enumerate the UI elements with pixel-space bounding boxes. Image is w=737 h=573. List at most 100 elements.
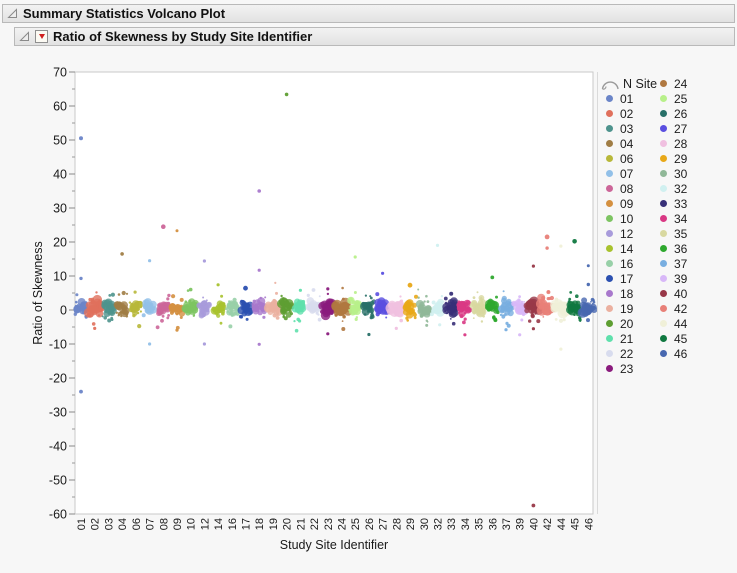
data-point[interactable] xyxy=(166,301,171,306)
data-point[interactable] xyxy=(440,295,444,298)
data-point[interactable] xyxy=(542,309,546,312)
data-point[interactable] xyxy=(437,309,442,314)
legend-item-14[interactable]: 14 xyxy=(606,241,662,256)
data-point[interactable] xyxy=(568,297,572,301)
legend-item-34[interactable]: 34 xyxy=(660,211,716,226)
data-point[interactable] xyxy=(132,313,136,318)
data-point[interactable] xyxy=(369,304,373,308)
data-point[interactable] xyxy=(307,304,310,307)
data-point[interactable] xyxy=(293,302,298,306)
outlier-point[interactable] xyxy=(559,244,563,248)
data-point[interactable] xyxy=(260,306,265,311)
data-point[interactable] xyxy=(118,311,122,316)
data-point[interactable] xyxy=(90,299,95,304)
data-point[interactable] xyxy=(352,308,357,313)
outlier-point[interactable] xyxy=(407,282,413,288)
data-point[interactable] xyxy=(264,296,267,299)
data-point[interactable] xyxy=(406,302,410,306)
data-point[interactable] xyxy=(389,310,392,313)
data-points-layer[interactable] xyxy=(73,92,598,508)
data-point[interactable] xyxy=(141,313,146,318)
data-point[interactable] xyxy=(281,306,284,309)
data-point[interactable] xyxy=(530,313,535,318)
data-point[interactable] xyxy=(125,315,129,318)
data-point[interactable] xyxy=(363,302,368,307)
outlier-point[interactable] xyxy=(586,264,590,268)
data-point[interactable] xyxy=(144,300,146,303)
data-point[interactable] xyxy=(530,311,534,314)
outlier-point[interactable] xyxy=(394,326,398,330)
data-point[interactable] xyxy=(327,305,330,308)
data-point[interactable] xyxy=(75,293,79,297)
legend-item-18[interactable]: 18 xyxy=(606,286,662,301)
data-point[interactable] xyxy=(561,308,565,313)
data-point[interactable] xyxy=(136,300,140,304)
data-point[interactable] xyxy=(544,305,547,309)
legend-item-45[interactable]: 45 xyxy=(660,331,716,346)
data-point[interactable] xyxy=(476,311,481,316)
data-point[interactable] xyxy=(272,299,277,304)
data-point[interactable] xyxy=(259,296,262,300)
data-point[interactable] xyxy=(167,314,171,317)
data-point[interactable] xyxy=(343,306,348,311)
data-point[interactable] xyxy=(151,306,156,311)
data-point[interactable] xyxy=(533,303,536,306)
data-point[interactable] xyxy=(107,311,111,314)
data-point[interactable] xyxy=(120,315,123,318)
data-point[interactable] xyxy=(482,315,485,318)
data-point[interactable] xyxy=(192,314,195,317)
data-point[interactable] xyxy=(298,319,302,323)
data-point[interactable] xyxy=(125,292,129,295)
data-point[interactable] xyxy=(463,317,467,321)
outlier-point[interactable] xyxy=(326,332,330,336)
legend-item-23[interactable]: 23 xyxy=(606,361,662,376)
data-point[interactable] xyxy=(405,316,409,320)
data-point[interactable] xyxy=(573,313,576,317)
legend-item-24[interactable]: 24 xyxy=(660,76,716,91)
data-point[interactable] xyxy=(503,313,507,317)
data-point[interactable] xyxy=(546,290,551,295)
data-point[interactable] xyxy=(393,307,397,310)
data-point[interactable] xyxy=(251,302,256,307)
legend-item-09[interactable]: 09 xyxy=(606,196,662,211)
data-point[interactable] xyxy=(569,304,573,308)
data-point[interactable] xyxy=(516,308,520,311)
outlier-point[interactable] xyxy=(188,287,193,292)
legend-item-26[interactable]: 26 xyxy=(660,106,716,121)
outlier-point[interactable] xyxy=(490,275,495,280)
data-point[interactable] xyxy=(520,300,524,304)
data-point[interactable] xyxy=(74,304,78,307)
data-point[interactable] xyxy=(155,325,160,330)
data-point[interactable] xyxy=(160,318,164,323)
data-point[interactable] xyxy=(188,299,192,303)
data-point[interactable] xyxy=(193,307,196,310)
data-point[interactable] xyxy=(97,314,101,317)
data-point[interactable] xyxy=(185,311,188,314)
data-point[interactable] xyxy=(79,308,82,311)
outlier-point[interactable] xyxy=(257,268,261,272)
data-point[interactable] xyxy=(586,318,590,323)
data-point[interactable] xyxy=(492,315,496,318)
data-point[interactable] xyxy=(592,307,595,310)
outlier-point[interactable] xyxy=(79,276,83,281)
legend-item-37[interactable]: 37 xyxy=(660,256,716,271)
data-point[interactable] xyxy=(130,302,134,306)
data-point[interactable] xyxy=(222,302,226,306)
data-point[interactable] xyxy=(425,323,429,327)
outlier-point[interactable] xyxy=(572,239,577,244)
data-point[interactable] xyxy=(514,302,517,305)
data-point[interactable] xyxy=(501,295,507,301)
data-point[interactable] xyxy=(108,305,113,310)
data-point[interactable] xyxy=(258,301,263,306)
legend-item-03[interactable]: 03 xyxy=(606,121,662,136)
data-point[interactable] xyxy=(536,319,541,324)
data-point[interactable] xyxy=(326,292,330,296)
data-point[interactable] xyxy=(419,304,424,308)
data-point[interactable] xyxy=(425,294,428,298)
data-point[interactable] xyxy=(571,306,576,310)
data-point[interactable] xyxy=(177,311,181,315)
data-point[interactable] xyxy=(542,316,545,318)
data-point[interactable] xyxy=(179,316,183,319)
data-point[interactable] xyxy=(393,310,397,314)
data-point[interactable] xyxy=(493,317,498,322)
